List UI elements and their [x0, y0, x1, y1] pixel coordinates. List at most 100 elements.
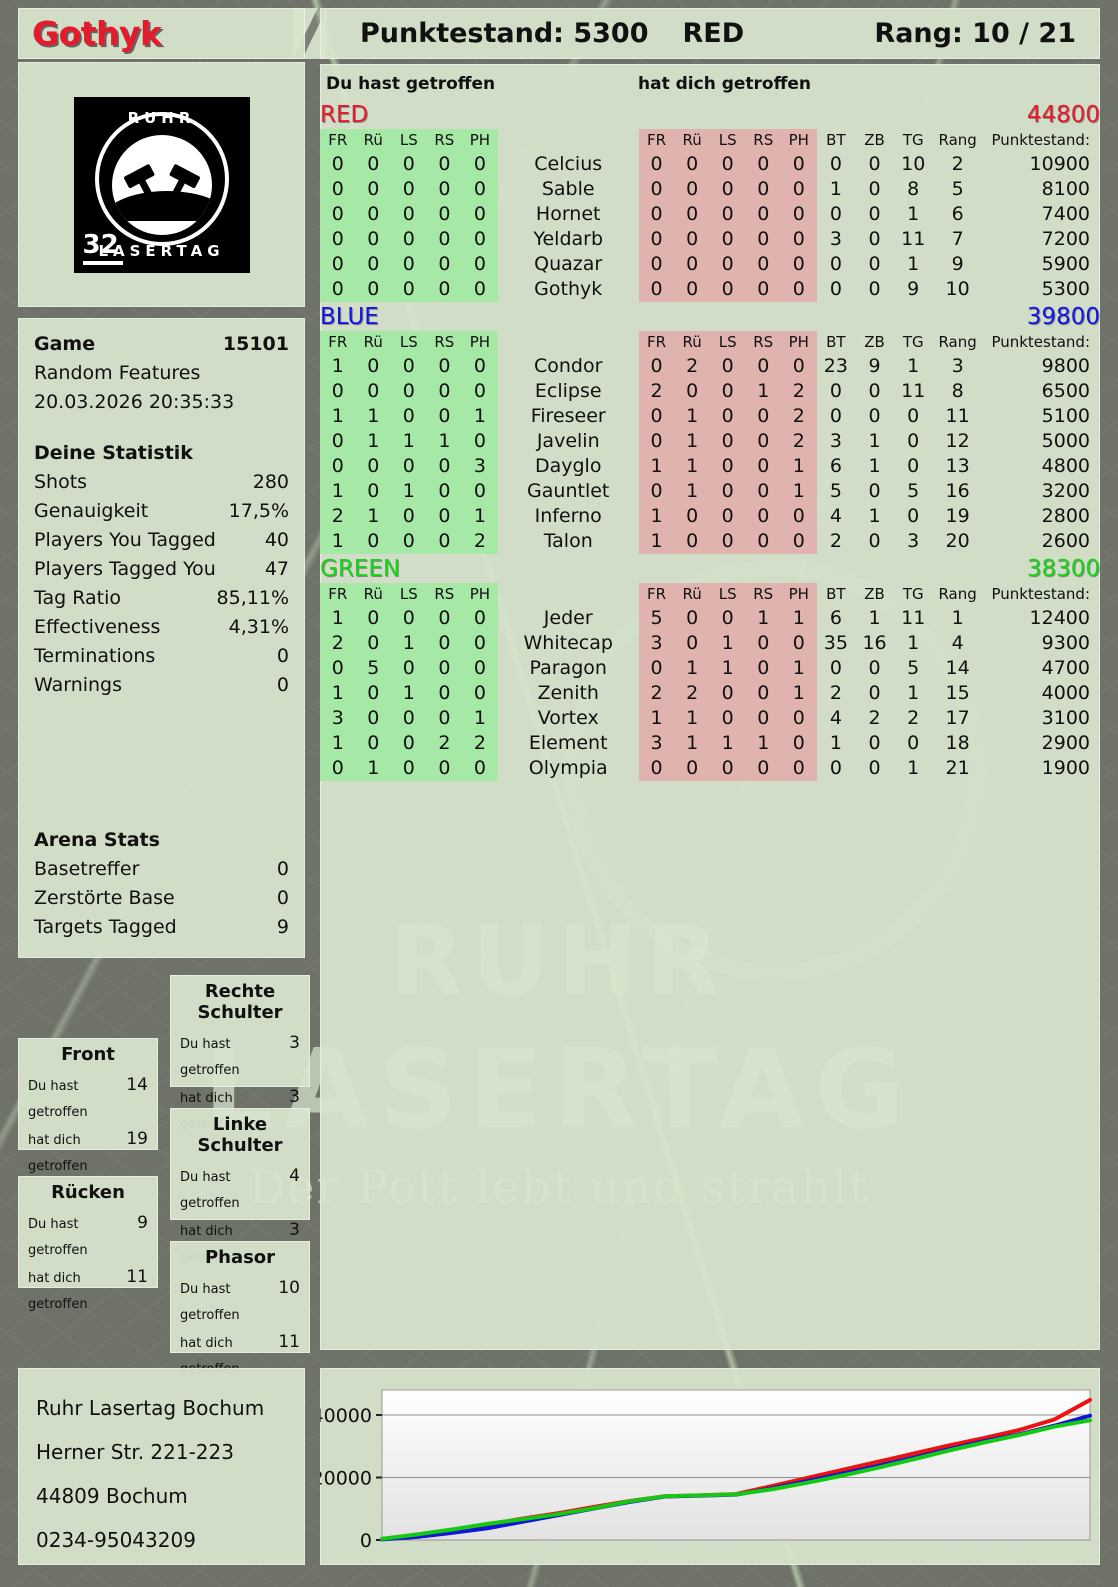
col-header-hit-LS: LS: [391, 583, 427, 606]
cell-rang: 16: [945, 480, 970, 502]
bodypart-front-got: hat dich getroffen 19: [28, 1126, 148, 1180]
cell-got-RS: 1: [745, 606, 781, 631]
cell-rang: 18: [945, 732, 970, 754]
cell-got-RS: 0: [745, 479, 781, 504]
table-row[interactable]: 1 0 0 0 2 Talon 1 0 0 0 0 2 0 3 20 2600: [320, 529, 1100, 554]
logo-text-bottom: LASERTAG: [98, 241, 225, 260]
cell-tg: 1: [907, 253, 920, 275]
cell-got-FR: 0: [638, 429, 675, 454]
cell-hit-RS: 0: [426, 529, 463, 554]
cell-got-Rü: 0: [674, 177, 710, 202]
cell-got-LS: 0: [709, 756, 746, 781]
cell-hit-PH: 0: [462, 277, 498, 302]
cell-hit-LS: 0: [391, 606, 427, 631]
cell-rang: 13: [945, 455, 970, 477]
score-label: Punktestand: 5300: [360, 18, 649, 49]
cell-zb: 1: [868, 505, 881, 527]
cell-hit-LS: 0: [391, 656, 427, 681]
table-row[interactable]: 3 0 0 0 1 Vortex 1 1 0 0 0 4 2 2 17 3100: [320, 706, 1100, 731]
cell-bt: 35: [823, 632, 848, 654]
table-row[interactable]: 0 1 0 0 0 Olympia 0 0 0 0 0 0 0 1 21 1900: [320, 756, 1100, 781]
table-row[interactable]: 0 0 0 0 0 Eclipse 2 0 0 1 2 0 0 11 8 6500: [320, 379, 1100, 404]
cell-tg: 9: [907, 278, 920, 300]
cell-got-Rü: 0: [674, 379, 710, 404]
table-row[interactable]: 0 0 0 0 0 Sable 0 0 0 0 0 1 0 8 5 8100: [320, 177, 1100, 202]
cell-points: 5900: [1041, 253, 1090, 275]
cell-got-LS: 0: [709, 202, 746, 227]
cell-hit-LS: 0: [391, 504, 427, 529]
col-header-hit-LS: LS: [391, 129, 427, 152]
cell-hit-RS: 0: [426, 202, 463, 227]
cell-points: 7200: [1041, 228, 1090, 250]
cell-got-PH: 0: [781, 756, 817, 781]
table-row[interactable]: 0 0 0 0 0 Hornet 0 0 0 0 0 0 0 1 6 7400: [320, 202, 1100, 227]
table-row[interactable]: 2 0 1 0 0 Whitecap 3 0 1 0 0 35 16 1 4 9300: [320, 631, 1100, 656]
cell-got-Rü: 2: [674, 354, 710, 379]
col-header-hit-PH: PH: [462, 331, 498, 354]
value: 0: [276, 645, 289, 667]
cell-hit-LS: 0: [391, 706, 427, 731]
table-row[interactable]: 0 0 0 0 0 Gothyk 0 0 0 0 0 0 0 9 10 5300: [320, 277, 1100, 302]
cell-hit-RS: 0: [426, 631, 463, 656]
cell-zb: 0: [868, 480, 881, 502]
cell-points: 4000: [1041, 682, 1090, 704]
table-row[interactable]: 1 0 0 0 0 Jeder 5 0 0 1 1 6 1 11 1 12400: [320, 606, 1100, 631]
table-row[interactable]: 0 0 0 0 3 Dayglo 1 1 0 0 1 6 1 0 13 4800: [320, 454, 1100, 479]
cell-rang: 4: [951, 632, 964, 654]
cell-hit-LS: 0: [391, 252, 427, 277]
cell-got-RS: 0: [745, 681, 781, 706]
logo-text-top: RUHR: [127, 108, 196, 127]
cell-got-RS: 0: [745, 504, 781, 529]
cell-got-Rü: 0: [674, 277, 710, 302]
cell-got-PH: 0: [781, 354, 817, 379]
table-row[interactable]: 0 0 0 0 0 Quazar 0 0 0 0 0 0 0 1 9 5900: [320, 252, 1100, 277]
cell-got-PH: 1: [781, 606, 817, 631]
table-row[interactable]: 1 0 1 0 0 Zenith 2 2 0 0 1 2 0 1 15 4000: [320, 681, 1100, 706]
label: Du hast getroffen: [180, 1170, 240, 1211]
cell-points: 5300: [1041, 278, 1090, 300]
cell-got-PH: 0: [781, 177, 817, 202]
cell-rang: 1: [951, 607, 964, 629]
cell-got-Rü: 1: [674, 404, 710, 429]
table-row[interactable]: 0 0 0 0 0 Celcius 0 0 0 0 0 0 0 10 2 10900: [320, 152, 1100, 177]
cell-got-RS: 0: [745, 152, 782, 177]
cell-hit-FR: 0: [320, 177, 356, 202]
cell-hit-RS: 0: [426, 152, 463, 177]
col-header-got-FR: FR: [638, 129, 675, 152]
cell-got-Rü: 0: [674, 202, 710, 227]
cell-hit-LS: 0: [391, 277, 427, 302]
table-row[interactable]: 0 5 0 0 0 Paragon 0 1 1 0 1 0 0 5 14 4700: [320, 656, 1100, 681]
table-row[interactable]: 2 1 0 0 1 Inferno 1 0 0 0 0 4 1 0 19 2800: [320, 504, 1100, 529]
col-header-got-PH: PH: [781, 583, 817, 606]
cell-points: 2800: [1041, 505, 1090, 527]
cell-tg: 0: [907, 405, 920, 427]
value: 19: [126, 1129, 148, 1149]
table-row[interactable]: 1 0 1 0 0 Gauntlet 0 1 0 0 1 5 0 5 16 3200: [320, 479, 1100, 504]
table-row[interactable]: 0 1 1 1 0 Javelin 0 1 0 0 2 3 1 0 12 5000: [320, 429, 1100, 454]
cell-hit-PH: 0: [462, 177, 498, 202]
cell-hit-PH: 0: [462, 227, 498, 252]
cell-got-Rü: 1: [674, 454, 710, 479]
table-row[interactable]: 1 1 0 0 1 Fireseer 0 1 0 0 2 0 0 0 11 5100: [320, 404, 1100, 429]
table-row[interactable]: 1 0 0 0 0 Condor 0 2 0 0 0 23 9 1 3 9800: [320, 354, 1100, 379]
cell-got-PH: 0: [781, 152, 817, 177]
col-header-zb: ZB: [864, 333, 885, 351]
cell-tg: 5: [907, 480, 920, 502]
table-row[interactable]: 1 0 0 2 2 Element 3 1 1 1 0 1 0 0 18 2900: [320, 731, 1100, 756]
page-title: Gothyk: [32, 14, 162, 53]
cell-bt: 0: [829, 253, 842, 275]
cell-zb: 0: [868, 530, 881, 552]
table-row[interactable]: 0 0 0 0 0 Yeldarb 0 0 0 0 0 3 0 11 7 7200: [320, 227, 1100, 252]
col-header-player: [498, 331, 639, 354]
cell-bt: 2: [829, 530, 842, 552]
game-mode: Random Features: [34, 362, 201, 384]
cell-zb: 0: [868, 657, 881, 679]
cell-got-FR: 2: [638, 681, 675, 706]
cell-got-LS: 0: [709, 152, 746, 177]
arena-stat-row: Targets Tagged 9: [34, 913, 289, 942]
team-badge: RED: [682, 18, 745, 49]
arena-stat-row: Zerstörte Base 0: [34, 884, 289, 913]
cell-got-RS: 0: [745, 354, 781, 379]
cell-rang: 20: [945, 530, 970, 552]
stat-row: Players Tagged You 47: [34, 555, 289, 584]
